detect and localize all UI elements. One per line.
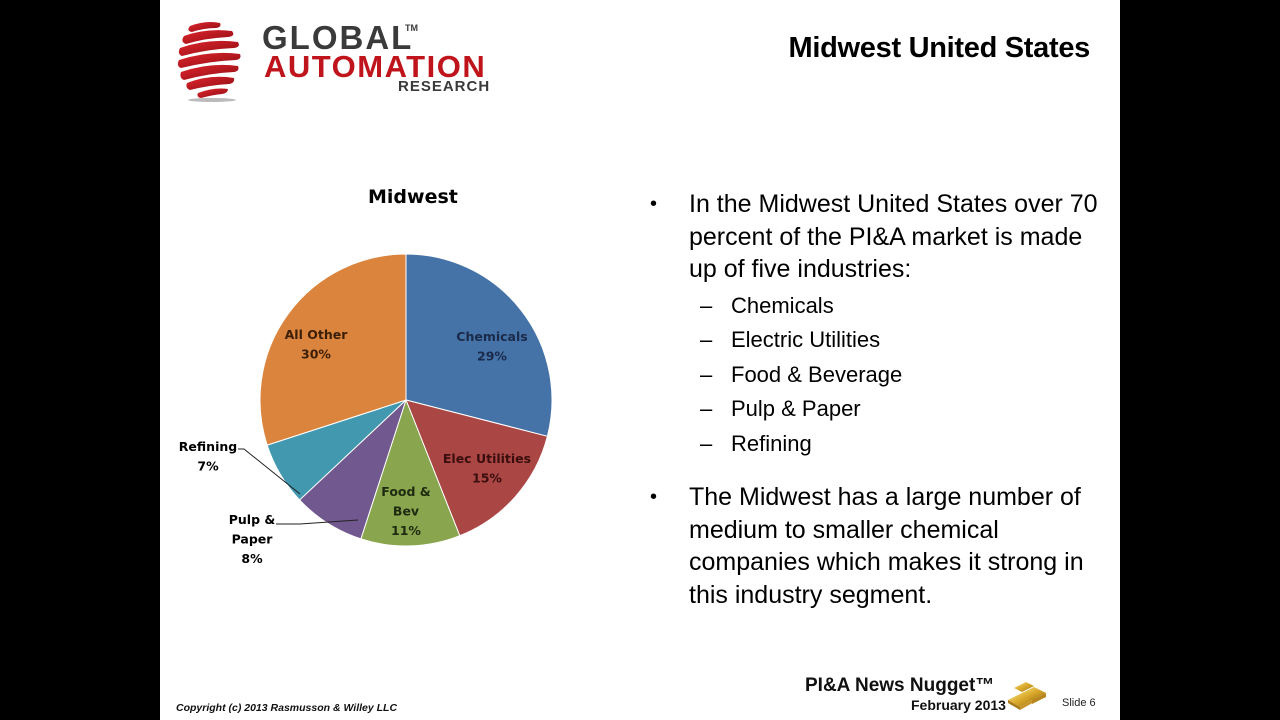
bullet-text: In the Midwest United States over 70 per… [689, 190, 1098, 283]
sub-bullet-item: – Electric Utilities [650, 323, 1100, 358]
bullet-item: • In the Midwest United States over 70 pe… [650, 188, 1100, 286]
sub-bullet-text: Food & Beverage [731, 361, 903, 387]
chart-title: Midwest [368, 186, 458, 208]
bullet-dot-icon: • [650, 193, 658, 215]
sub-bullet-text: Chemicals [731, 292, 834, 318]
logo-text-research: RESEARCH [398, 78, 491, 95]
sub-bullet-item: – Food & Beverage [650, 358, 1100, 393]
striped-globe-icon [177, 22, 241, 102]
pie-chart: Chemicals 29% Elec Utilities 15% Food & Bev 11… [179, 253, 553, 566]
slide-title: Midwest United States [788, 32, 1091, 64]
bullet-dot-icon: • [650, 486, 658, 509]
refining-leader-line [238, 448, 301, 495]
sub-bullet-text: Refining [731, 430, 812, 456]
news-nugget-title: PI&A News Nugget™ [805, 675, 995, 696]
slide-number: Slide 6 [1062, 697, 1096, 709]
global-automation-research-logo: GLOBAL TM AUTOMATION RESEARCH [176, 16, 496, 106]
pie-slice-elec-utilities [405, 399, 549, 537]
bullet-list: • In the Midwest United States over 70 pe… [650, 188, 1100, 611]
sub-bullet-item: – Pulp & Paper [650, 392, 1100, 427]
news-nugget-date: February 2013 [911, 697, 1006, 713]
logo-text-global: GLOBAL [262, 19, 414, 56]
dash-icon: – [700, 327, 713, 353]
sub-bullet-text: Pulp & Paper [731, 396, 861, 422]
bullet-text: The Midwest has a large number of medium… [689, 483, 1084, 609]
dash-icon: – [700, 396, 713, 422]
pie-slice-food-bev [360, 398, 461, 547]
pie-data-label: Chemicals 29% [456, 329, 527, 364]
pie-data-label: All Other 30% [285, 327, 349, 362]
pie-slice-chemicals [405, 253, 553, 437]
logo-trademark: TM [405, 23, 418, 33]
copyright-text: Copyright (c) 2013 Rasmusson & Willey LL… [176, 702, 398, 714]
dash-icon: – [700, 292, 713, 318]
sub-bullet-item: – Chemicals [650, 289, 1100, 324]
pie-slice-all-other [259, 253, 407, 446]
gold-bars-icon [1008, 682, 1046, 710]
logo-text-automation: AUTOMATION [264, 49, 487, 84]
pie-data-label: Refining 7% [179, 439, 237, 474]
sub-bullet-text: Electric Utilities [731, 327, 881, 353]
bullet-item: • The Midwest has a large number of mediu… [650, 481, 1100, 611]
pulp-paper-leader-line [276, 519, 359, 525]
pie-data-label: Food & Bev 11% [381, 484, 431, 538]
pie-data-label: Pulp & Paper 8% [229, 512, 276, 566]
pie-data-label: Elec Utilities 15% [443, 451, 531, 486]
dash-icon: – [700, 430, 713, 456]
dash-icon: – [700, 361, 713, 387]
slide: GLOBAL TM AUTOMATION RESEARCH Midwest Un… [160, 0, 1120, 720]
sub-bullet-item: – Refining [650, 427, 1100, 462]
